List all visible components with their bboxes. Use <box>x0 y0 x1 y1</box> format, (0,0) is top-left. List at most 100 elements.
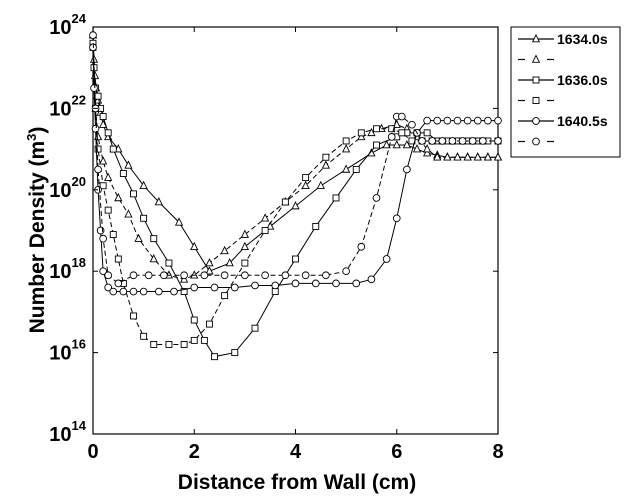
data-point <box>180 341 188 348</box>
data-point <box>382 140 391 149</box>
data-point <box>402 140 412 149</box>
data-point <box>251 281 259 290</box>
data-point <box>109 145 117 153</box>
data-point <box>205 266 214 275</box>
legend-marker <box>532 76 540 84</box>
data-point <box>240 229 250 238</box>
data-point <box>241 259 249 267</box>
data-point <box>341 164 351 173</box>
data-point <box>453 116 462 125</box>
data-point <box>211 353 218 361</box>
data-point <box>463 152 472 161</box>
legend-marker <box>531 54 541 63</box>
data-point <box>483 152 493 161</box>
x-axis-label: Distance from Wall (cm) <box>178 471 416 494</box>
data-point <box>99 267 107 276</box>
series-layer <box>88 30 503 361</box>
legend-item <box>518 54 554 63</box>
data-point <box>150 235 158 243</box>
data-point <box>322 271 330 280</box>
data-point <box>104 172 113 181</box>
data-point <box>221 292 229 300</box>
data-point <box>443 152 452 161</box>
legend-item: 1636.0s <box>518 72 608 88</box>
data-point <box>301 271 310 280</box>
data-point <box>94 165 102 174</box>
data-point <box>170 287 178 296</box>
data-point <box>448 137 457 145</box>
y-axis-label-main: Number Density (m <box>26 141 49 334</box>
data-point <box>165 259 173 267</box>
data-point <box>412 144 422 153</box>
data-point <box>140 214 148 222</box>
data-point <box>291 279 300 288</box>
data-point <box>160 271 168 280</box>
data-point <box>190 336 198 344</box>
data-point <box>473 116 482 125</box>
data-point <box>367 148 376 157</box>
data-point <box>139 180 148 189</box>
data-point <box>403 165 411 174</box>
legend-label: 1634.0s <box>557 31 608 47</box>
data-point <box>205 258 214 267</box>
data-point <box>301 180 310 189</box>
data-point <box>463 116 472 125</box>
series-line <box>92 43 498 358</box>
x-tick-label: 8 <box>492 441 503 463</box>
data-point <box>352 165 360 173</box>
data-point <box>281 198 289 206</box>
series-6 <box>89 31 502 288</box>
data-point <box>341 144 351 153</box>
data-point <box>150 341 158 348</box>
legend-item: 1640.5s <box>518 113 608 129</box>
data-point <box>99 113 107 120</box>
data-point <box>104 283 113 292</box>
legend-item: 1634.0s <box>518 31 608 47</box>
data-point <box>205 320 213 328</box>
legend-marker <box>532 137 540 146</box>
data-point <box>225 258 234 267</box>
data-point <box>98 119 108 128</box>
data-point <box>210 283 219 292</box>
data-point <box>200 271 209 280</box>
data-point <box>140 332 148 340</box>
data-point <box>94 145 102 153</box>
data-point <box>154 287 163 296</box>
data-point <box>494 116 502 125</box>
data-point <box>190 316 198 324</box>
data-point <box>94 92 102 100</box>
data-point <box>458 137 467 145</box>
data-point <box>478 137 487 145</box>
data-point <box>382 255 391 263</box>
x-tick-label: 6 <box>391 441 402 463</box>
data-point <box>321 160 331 169</box>
data-point <box>342 137 350 145</box>
data-point <box>231 349 239 357</box>
data-point <box>468 137 477 145</box>
data-point <box>190 283 199 292</box>
data-point <box>433 116 442 125</box>
data-point <box>322 153 330 161</box>
data-point <box>453 152 462 161</box>
series-5 <box>89 43 502 296</box>
data-point <box>443 116 452 125</box>
legend-label: 1640.5s <box>557 113 608 129</box>
data-point <box>190 241 199 251</box>
legend-box <box>510 26 621 158</box>
data-point <box>109 231 117 239</box>
y-axis-label-exp: 3 <box>24 134 39 141</box>
data-point <box>200 336 208 344</box>
y-tick-label: 1020 <box>49 174 86 202</box>
data-point <box>134 233 143 242</box>
data-point <box>332 194 340 202</box>
data-point <box>271 288 279 295</box>
data-point <box>114 255 122 263</box>
data-point <box>367 127 376 137</box>
data-point <box>387 133 396 141</box>
data-point <box>119 170 127 177</box>
y-axis-label-close: ) <box>26 127 49 134</box>
data-point <box>493 152 503 161</box>
data-point <box>484 116 492 125</box>
data-point <box>89 31 97 39</box>
data-point <box>428 137 437 145</box>
